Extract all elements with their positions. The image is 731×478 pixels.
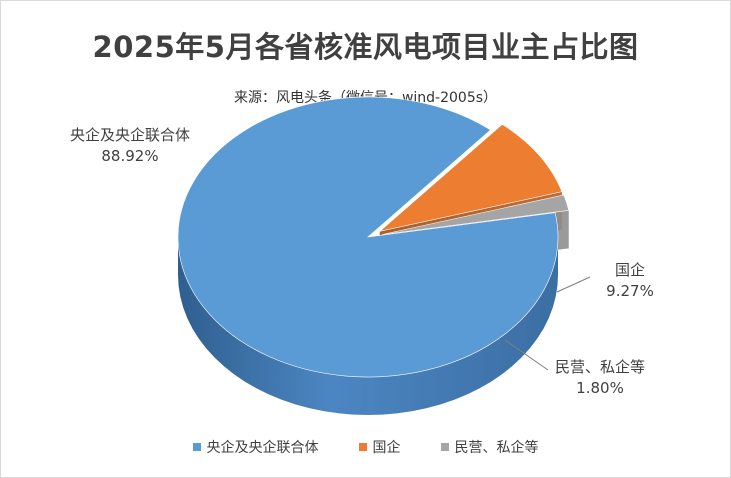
legend-label-state: 国企: [372, 440, 401, 456]
legend-label-central: 央企及央企联合体: [206, 440, 319, 456]
pie-side-central: [178, 237, 558, 415]
pie-labels: 央企及央企联合体 88.92% 国企 9.27% 民营、私企等 1.80%: [70, 126, 654, 397]
chart-title: 2025年5月各省核准风电项目业主占比图: [92, 30, 639, 64]
data-label-value-state: 9.27%: [606, 282, 654, 300]
leader-line-state: [556, 276, 591, 293]
pie-tops: [177, 96, 570, 378]
legend-label-private: 民营、私企等: [454, 440, 539, 456]
legend: 央企及央企联合体 国企 民营、私企等: [0, 437, 731, 457]
legend-item-private: 民营、私企等: [440, 437, 539, 457]
pie-slice-private: [381, 194, 570, 235]
legend-item-state: 国企: [358, 437, 401, 457]
legend-swatch-private: [440, 443, 449, 451]
legend-swatch-state: [358, 443, 367, 451]
pie-slice-central: [177, 96, 559, 378]
pie-slice-state: [379, 123, 563, 232]
data-label-value-central: 88.92%: [101, 147, 158, 165]
leader-line-private: [504, 339, 549, 371]
legend-swatch-central: [192, 443, 201, 451]
legend-item-central: 央企及央企联合体: [192, 437, 319, 457]
pie-leaders: [504, 276, 591, 371]
data-label-value-private: 1.80%: [576, 379, 624, 397]
data-label-category-central: 央企及央企联合体: [70, 126, 190, 144]
data-label-category-state: 国企: [615, 261, 645, 279]
data-label-category-private: 民营、私企等: [555, 358, 645, 376]
